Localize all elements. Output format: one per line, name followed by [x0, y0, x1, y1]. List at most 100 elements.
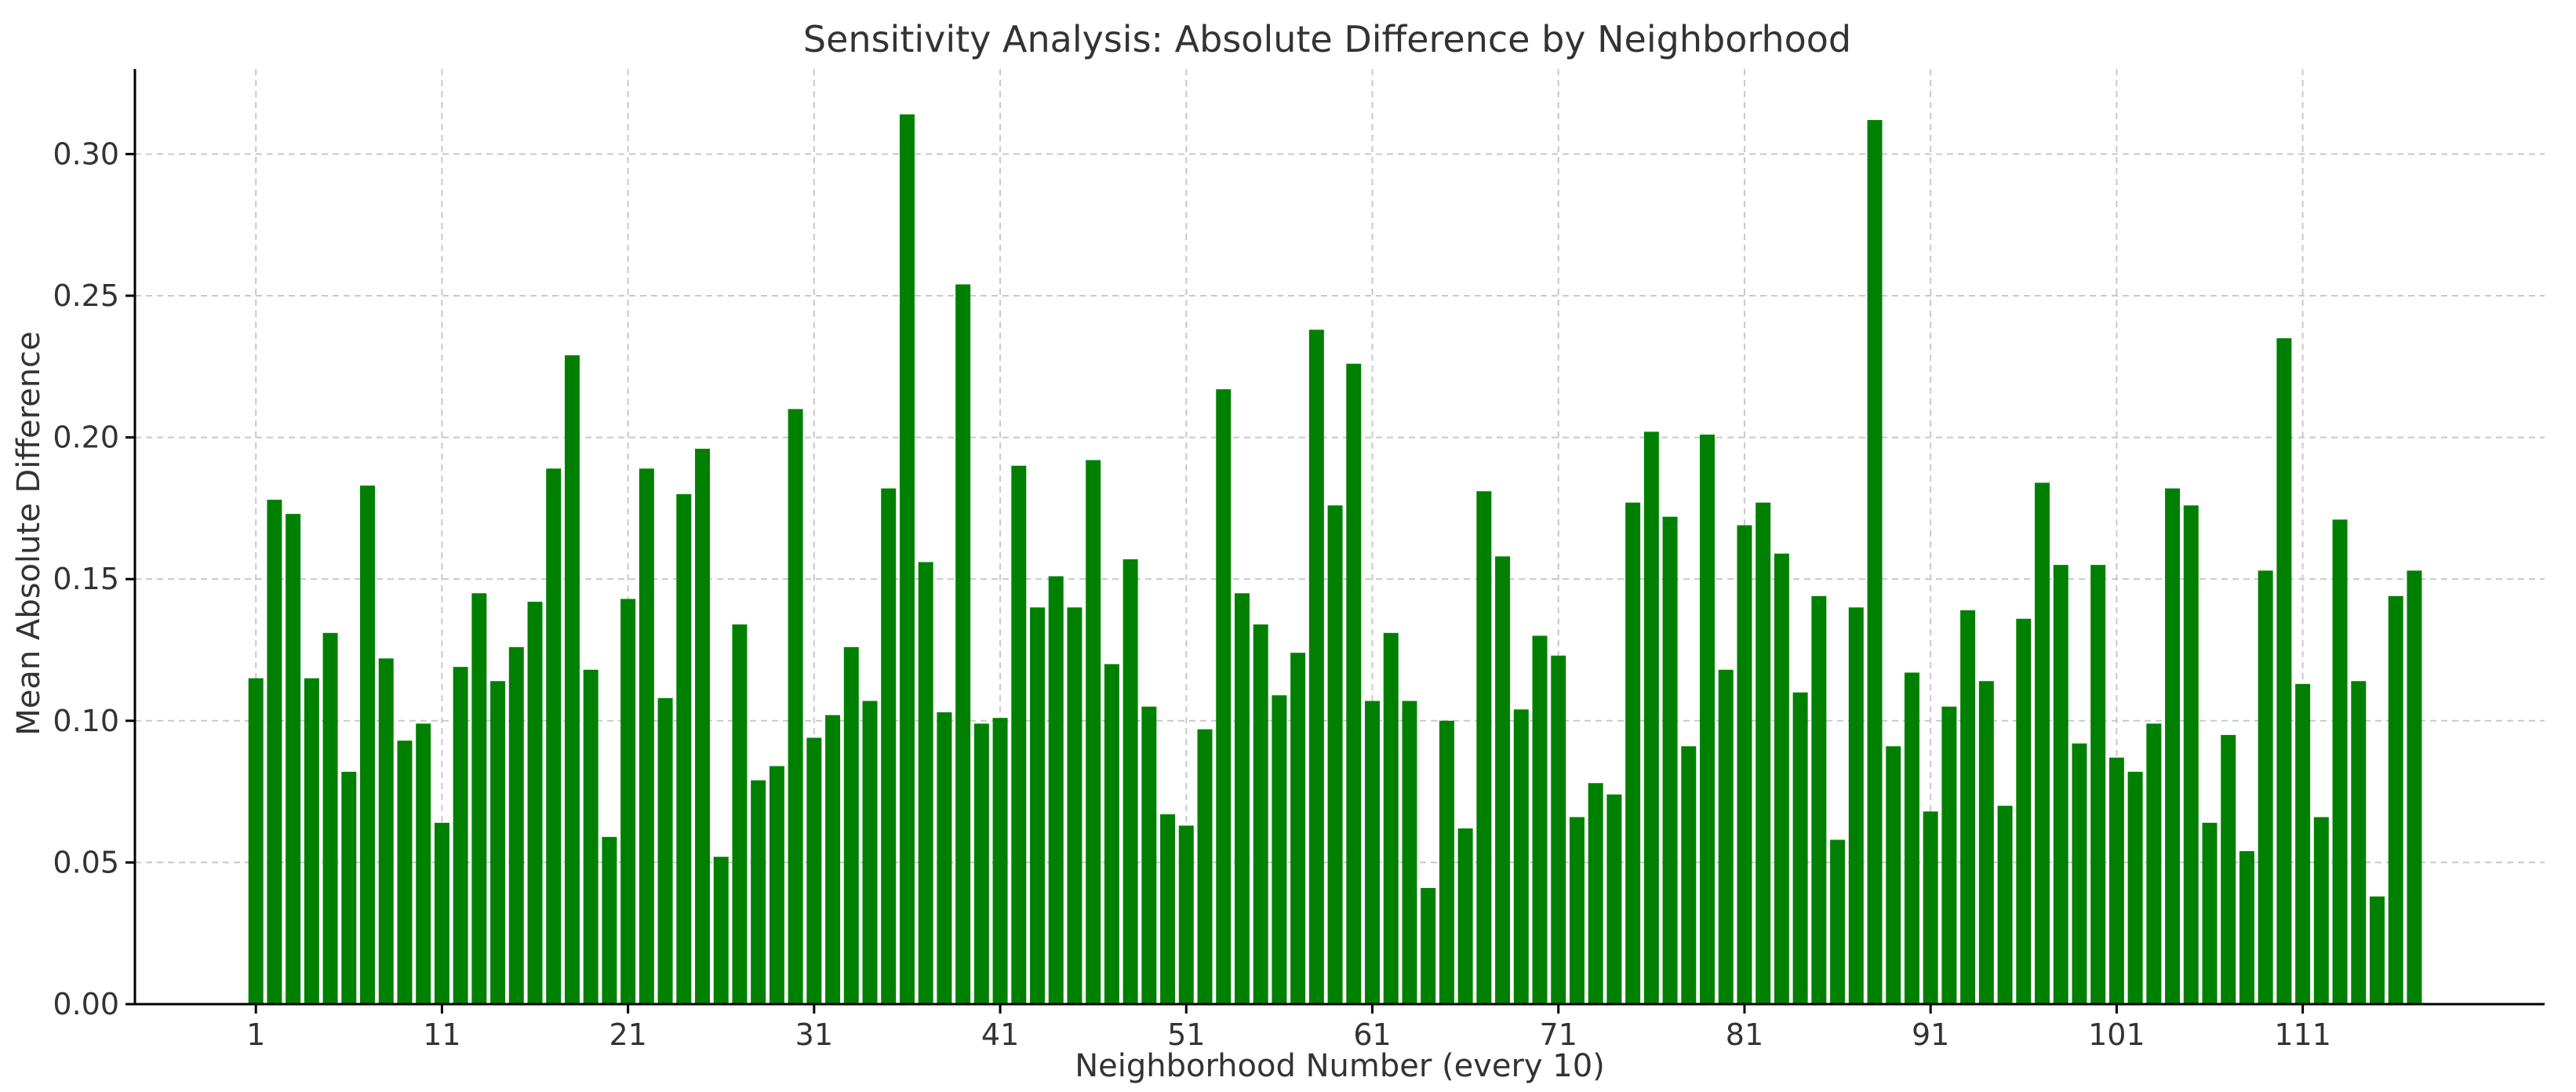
- bar: [286, 514, 301, 1004]
- bar: [508, 646, 524, 1004]
- bar: [1104, 664, 1119, 1004]
- bar: [341, 771, 357, 1004]
- bar: [1569, 817, 1585, 1004]
- bar: [751, 780, 766, 1004]
- bar: [695, 449, 711, 1004]
- y-tick-label: 0.15: [53, 562, 119, 596]
- x-tick-label: 101: [2088, 1017, 2145, 1052]
- bar: [1383, 632, 1399, 1004]
- y-tick-label: 0.00: [53, 987, 119, 1021]
- bar: [2165, 488, 2181, 1004]
- x-tick-label: 91: [1912, 1017, 1949, 1052]
- bar: [1290, 653, 1306, 1004]
- bar: [918, 562, 933, 1004]
- x-tick-label: 51: [1167, 1017, 1205, 1052]
- x-tick-label: 61: [1353, 1017, 1391, 1052]
- bar: [1439, 720, 1454, 1004]
- bar: [2313, 817, 2329, 1004]
- bar: [1774, 553, 1789, 1004]
- bar: [1737, 525, 1752, 1004]
- bar: [937, 712, 952, 1004]
- bar: [1216, 389, 1232, 1005]
- bar: [1700, 434, 1715, 1004]
- bar: [2146, 723, 2162, 1004]
- bar: [1643, 431, 1659, 1004]
- x-tick-label: 111: [2274, 1017, 2331, 1052]
- bar: [1513, 709, 1529, 1004]
- bar: [1718, 669, 1734, 1004]
- bar: [1997, 806, 2013, 1004]
- bar: [1011, 465, 1027, 1004]
- bar: [2127, 771, 2143, 1004]
- bar: [2183, 505, 2199, 1004]
- bar: [1308, 329, 1324, 1004]
- x-tick-label: 1: [246, 1017, 265, 1052]
- bar: [2239, 850, 2254, 1004]
- bar: [602, 836, 617, 1004]
- bar: [527, 602, 543, 1004]
- bar: [1421, 887, 1436, 1004]
- bar: [1030, 607, 1046, 1004]
- bar: [2108, 757, 2124, 1004]
- bar: [955, 284, 971, 1004]
- bar: [360, 485, 376, 1004]
- bar: [881, 488, 897, 1004]
- bar: [322, 632, 338, 1004]
- bar: [2351, 681, 2367, 1004]
- bar: [1086, 460, 1101, 1004]
- bar: [1886, 746, 1901, 1004]
- x-tick-label: 31: [795, 1017, 833, 1052]
- bar: [1476, 491, 1492, 1004]
- y-tick-label: 0.05: [53, 845, 119, 879]
- bar: [788, 409, 803, 1004]
- bar: [2035, 482, 2050, 1004]
- bar: [1830, 839, 1846, 1004]
- x-tick-label: 81: [1726, 1017, 1763, 1052]
- bar: [304, 678, 319, 1004]
- x-tick-label: 71: [1540, 1017, 1577, 1052]
- bar: [732, 624, 748, 1004]
- bar: [899, 114, 915, 1004]
- bar: [416, 723, 431, 1004]
- bar: [2276, 338, 2292, 1005]
- bar: [620, 599, 636, 1004]
- bar: [825, 715, 841, 1004]
- bar: [490, 681, 506, 1004]
- bar: [2295, 683, 2311, 1004]
- bar: [1495, 556, 1511, 1004]
- bar: [2332, 519, 2348, 1004]
- bar: [973, 723, 989, 1004]
- bar: [471, 593, 487, 1004]
- bar: [1923, 811, 1938, 1004]
- bar: [2090, 565, 2106, 1004]
- bar: [806, 737, 822, 1004]
- bar: [583, 669, 599, 1004]
- bar: [1402, 701, 1417, 1004]
- y-tick-label: 0.20: [53, 420, 119, 455]
- bar: [453, 667, 468, 1004]
- bar: [2258, 570, 2273, 1004]
- x-tick-label: 11: [423, 1017, 460, 1052]
- bar: [1848, 607, 1864, 1004]
- bar: [434, 822, 449, 1004]
- y-tick-label: 0.10: [53, 704, 119, 738]
- bar: [1346, 363, 1362, 1004]
- bar: [546, 468, 562, 1004]
- bar: [378, 658, 394, 1004]
- bar: [1811, 595, 1827, 1004]
- bar: [1625, 502, 1641, 1004]
- bar: [2072, 743, 2087, 1004]
- bar: [2221, 734, 2236, 1004]
- bar: [2016, 618, 2032, 1004]
- bar: [2053, 565, 2068, 1004]
- bar-layer: [248, 114, 2422, 1005]
- bar: [1941, 706, 1957, 1004]
- bar: [1327, 505, 1343, 1004]
- bar: [267, 500, 282, 1004]
- bar: [1178, 825, 1194, 1004]
- bar: [1141, 706, 1157, 1004]
- bar: [992, 718, 1008, 1004]
- bar: [564, 355, 580, 1005]
- bar: [713, 857, 729, 1004]
